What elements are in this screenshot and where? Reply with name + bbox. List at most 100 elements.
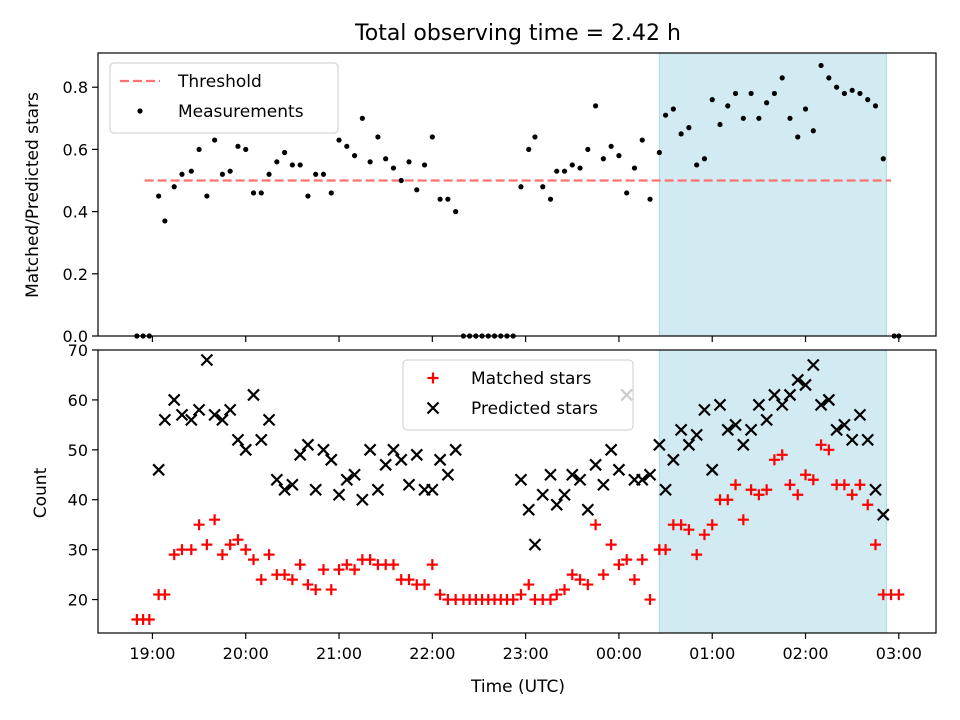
data-point [185,544,197,556]
data-point [282,149,288,156]
data-point [799,378,812,392]
legend-label: Threshold [177,72,262,92]
data-point [643,468,657,482]
data-point [706,519,718,531]
data-point [419,579,431,591]
data-point [297,162,303,168]
data-point [849,87,855,93]
data-point [349,564,361,576]
data-point [795,134,801,140]
data-point [653,438,666,452]
data-point [768,454,780,466]
data-point [846,489,858,501]
data-point [686,125,692,131]
data-point [528,538,542,551]
data-point [158,413,172,427]
legend-marker [427,372,439,384]
data-point [573,473,587,487]
data-point [449,443,462,457]
legend: Matched stars Predicted stars [402,359,634,431]
data-point [760,413,773,427]
data-point [274,159,280,165]
data-point [631,165,638,171]
data-point [387,559,399,571]
data-point [398,177,404,184]
data-point [219,171,225,177]
data-point [732,90,739,97]
data-point [662,112,669,118]
data-point [263,549,275,561]
data-point [818,62,824,69]
data-point [756,115,762,121]
data-point [156,193,162,199]
data-point [768,388,781,402]
data-point [313,171,319,177]
data-point [722,494,734,506]
data-point [309,483,322,497]
top-panel: 0.0 0.2 0.4 0.6 0.8 Threshold Measurements [63,52,937,346]
data-point [426,483,439,497]
data-point [705,463,719,477]
data-point [761,484,773,496]
data-point [826,75,832,81]
data-point [324,453,338,467]
data-point [644,594,656,606]
data-point [317,443,330,457]
data-point [286,478,299,492]
data-point [590,519,602,531]
data-point [258,190,264,196]
data-point [363,443,377,457]
data-point [862,499,874,511]
data-point [613,559,625,571]
data-point [838,479,850,491]
data-point [185,413,198,427]
data-point [216,549,228,561]
data-point [317,564,329,576]
data-point [737,438,750,452]
data-point [325,584,337,596]
data-point [612,463,626,477]
data-point [582,579,594,591]
data-point [807,474,819,486]
data-point [717,121,723,128]
y-tick-label: 0.6 [63,140,88,159]
observing-window-span [658,52,887,337]
data-point [250,190,257,196]
data-point [577,165,583,171]
data-point [421,162,428,168]
data-point [536,488,550,502]
data-point [721,423,735,437]
x-tick-label: 03:00 [876,644,922,663]
data-point [159,589,171,601]
y-tick-label: 50 [68,441,88,460]
data-point [204,193,210,199]
data-point [340,473,354,487]
legend-label: Measurements [178,102,304,122]
data-point [545,594,557,606]
axes-frame [97,52,937,337]
data-point [387,443,400,457]
data-point [301,438,315,452]
series-measurements [134,62,902,339]
data-point [853,408,867,422]
x-tick-label: 20:00 [223,644,269,663]
data-point [675,519,687,531]
data-point [333,564,345,576]
data-point [406,159,412,165]
y-tick-label: 0.2 [63,265,88,284]
data-point [872,103,879,109]
data-point [551,589,563,601]
data-point [429,134,435,140]
data-point [566,569,578,581]
data-point [753,489,765,501]
y-tick-label: 30 [68,541,88,560]
data-point [523,579,535,591]
x-axis-label: Time (UTC) [470,677,565,697]
data-point [332,488,346,502]
data-point [581,503,595,516]
data-point [302,579,314,591]
legend-marker [426,401,440,415]
x-tick-label: 01:00 [689,644,735,663]
data-point [232,534,244,546]
x-tick-label: 21:00 [316,644,362,663]
